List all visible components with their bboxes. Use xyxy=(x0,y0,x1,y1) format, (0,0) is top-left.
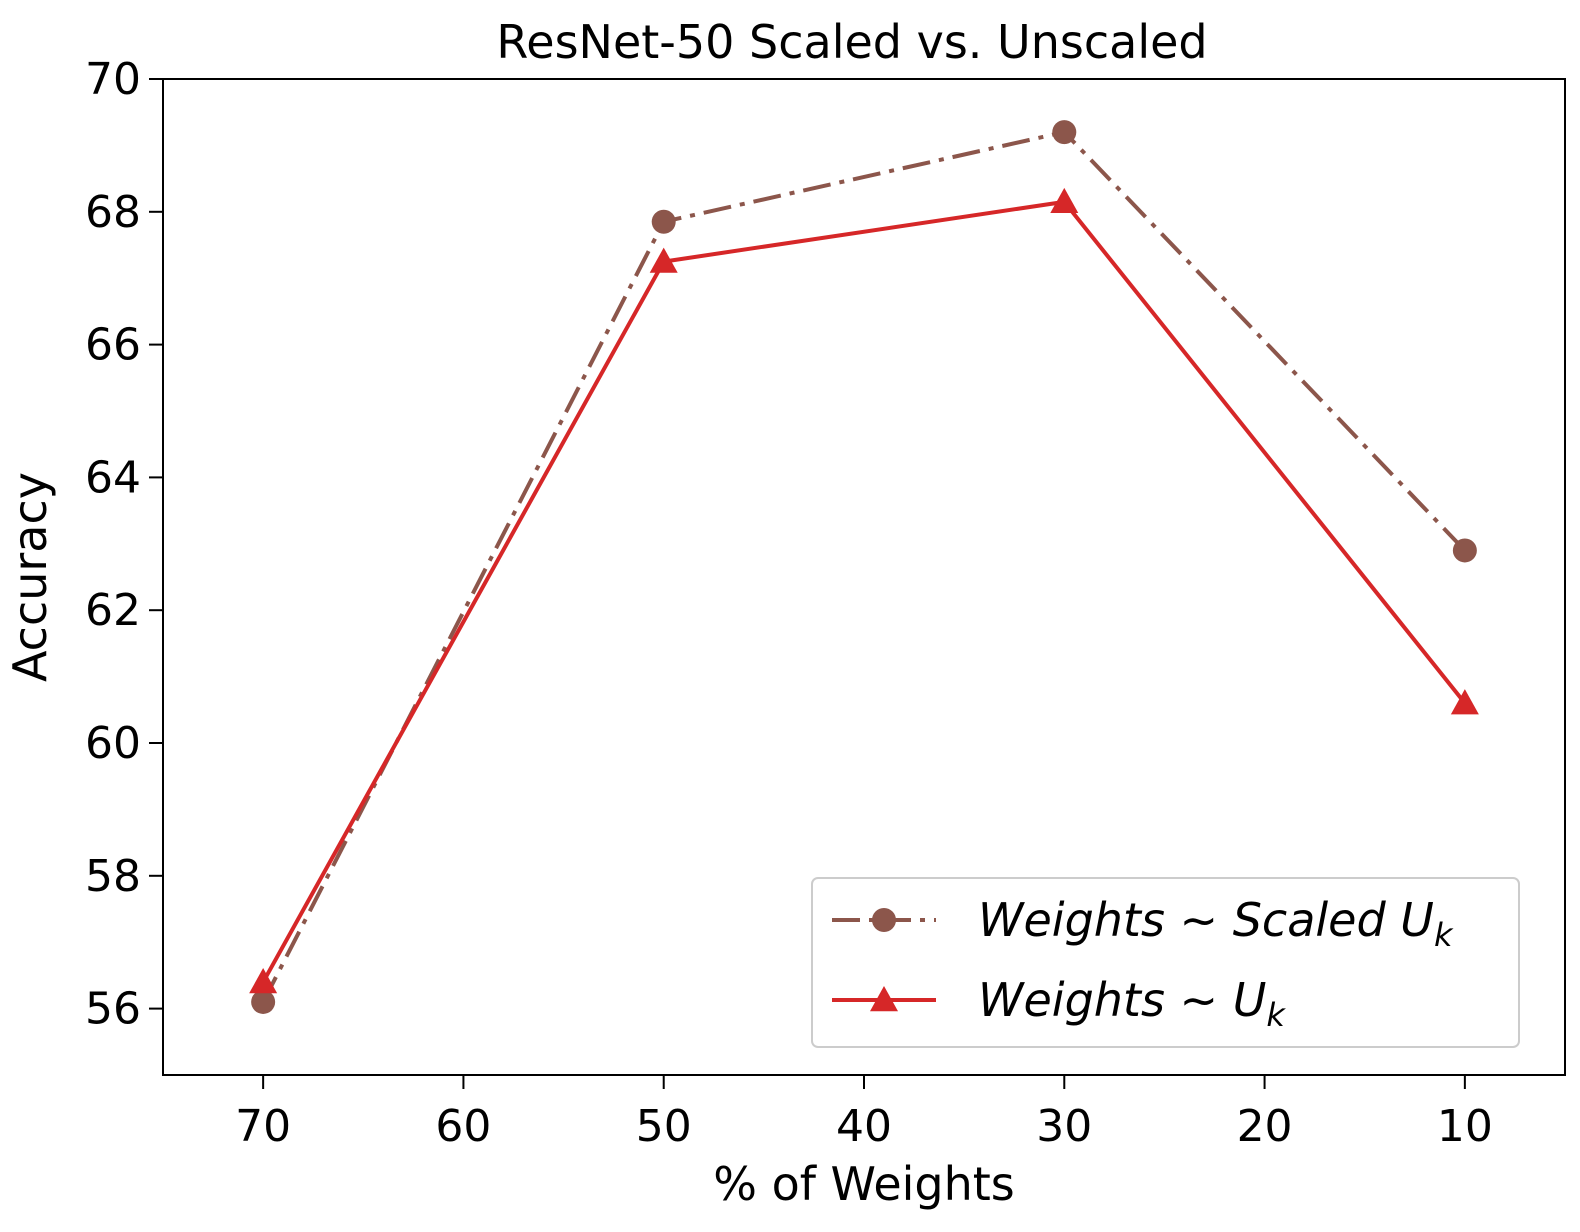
legend-marker xyxy=(870,986,898,1012)
y-tick-label: 56 xyxy=(85,984,141,1035)
data-point xyxy=(1452,538,1477,563)
y-axis-label: Accuracy xyxy=(3,472,57,682)
data-point xyxy=(1050,187,1079,214)
series-line xyxy=(261,130,1467,1003)
y-axis: 56 58 60 62 64 66 68 70 xyxy=(85,54,163,1035)
legend-item: Weights ~ Scaled Uk xyxy=(832,893,1454,954)
x-axis-label: % of Weights xyxy=(713,1157,1015,1211)
data-point xyxy=(1052,120,1077,145)
y-tick-label: 58 xyxy=(85,851,141,902)
y-tick-label: 62 xyxy=(85,585,141,636)
x-tick-label: 10 xyxy=(1437,1101,1493,1152)
data-point xyxy=(651,209,676,234)
series-1 xyxy=(251,120,1477,1014)
chart-title: ResNet-50 Scaled vs. Unscaled xyxy=(496,15,1207,69)
x-tick-label: 30 xyxy=(1036,1101,1092,1152)
y-tick-label: 68 xyxy=(85,187,141,238)
y-tick-label: 70 xyxy=(85,54,141,105)
series-2 xyxy=(249,187,1479,994)
legend-label: Weights ~ Uk xyxy=(978,973,1286,1034)
legend-frame xyxy=(811,877,1520,1048)
x-tick-label: 50 xyxy=(636,1101,692,1152)
x-tick-label: 20 xyxy=(1237,1101,1293,1152)
y-tick-label: 66 xyxy=(85,320,141,371)
data-point xyxy=(649,247,678,273)
x-tick-label: 60 xyxy=(435,1101,491,1152)
legend: Weights ~ Scaled Uk Weights ~ Uk xyxy=(811,877,1520,1048)
y-tick-label: 60 xyxy=(85,718,141,769)
legend-label: Weights ~ Scaled Uk xyxy=(978,893,1454,954)
data-point xyxy=(251,989,276,1014)
legend-marker xyxy=(872,908,896,932)
x-tick-label: 40 xyxy=(836,1101,892,1152)
data-point xyxy=(1450,689,1479,715)
x-axis: 70 60 50 40 30 20 10 xyxy=(235,1075,1493,1152)
data-point xyxy=(249,968,278,994)
legend-item: Weights ~ Uk xyxy=(832,973,1286,1034)
x-tick-label: 70 xyxy=(235,1101,291,1152)
series-line xyxy=(261,199,1467,984)
y-tick-label: 64 xyxy=(85,452,141,503)
series-layer xyxy=(249,120,1479,1014)
